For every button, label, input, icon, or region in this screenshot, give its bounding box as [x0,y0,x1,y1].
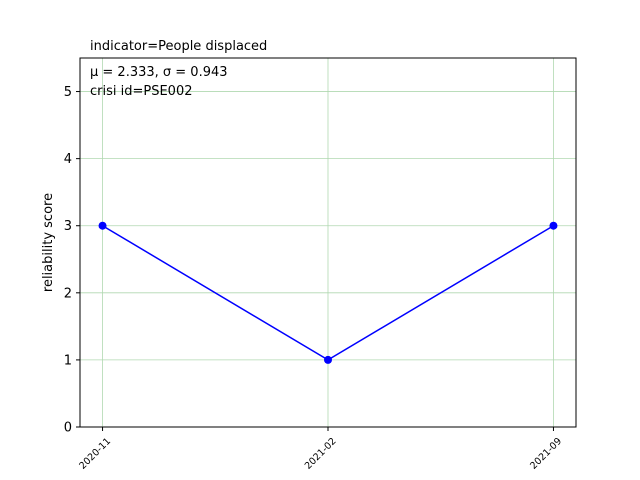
grid [80,58,576,428]
x-tick-label: 2021-02 [303,436,339,472]
y-tick-label: 4 [64,152,72,167]
series [98,221,558,364]
x-tick-label: 2021-09 [528,436,564,472]
y-axis: 0 1 2 3 4 5 [64,85,80,436]
stats-annotation: μ = 2.333, σ = 0.943 [90,65,228,80]
y-tick-label: 2 [64,286,72,301]
data-point [324,355,332,364]
id-annotation: crisi id=PSE002 [90,84,193,99]
data-point [98,221,107,230]
y-tick-label: 3 [64,219,72,234]
y-tick-label: 1 [64,353,72,368]
y-tick-label: 5 [64,85,72,100]
y-axis-label: reliability score [41,193,56,292]
y-tick-label: 0 [64,421,72,436]
x-axis: 2020-11 2021-02 2021-09 [77,427,564,472]
x-tick-label: 2020-11 [77,436,113,472]
chart-title: indicator=People displaced [90,39,267,54]
data-point [549,221,558,230]
